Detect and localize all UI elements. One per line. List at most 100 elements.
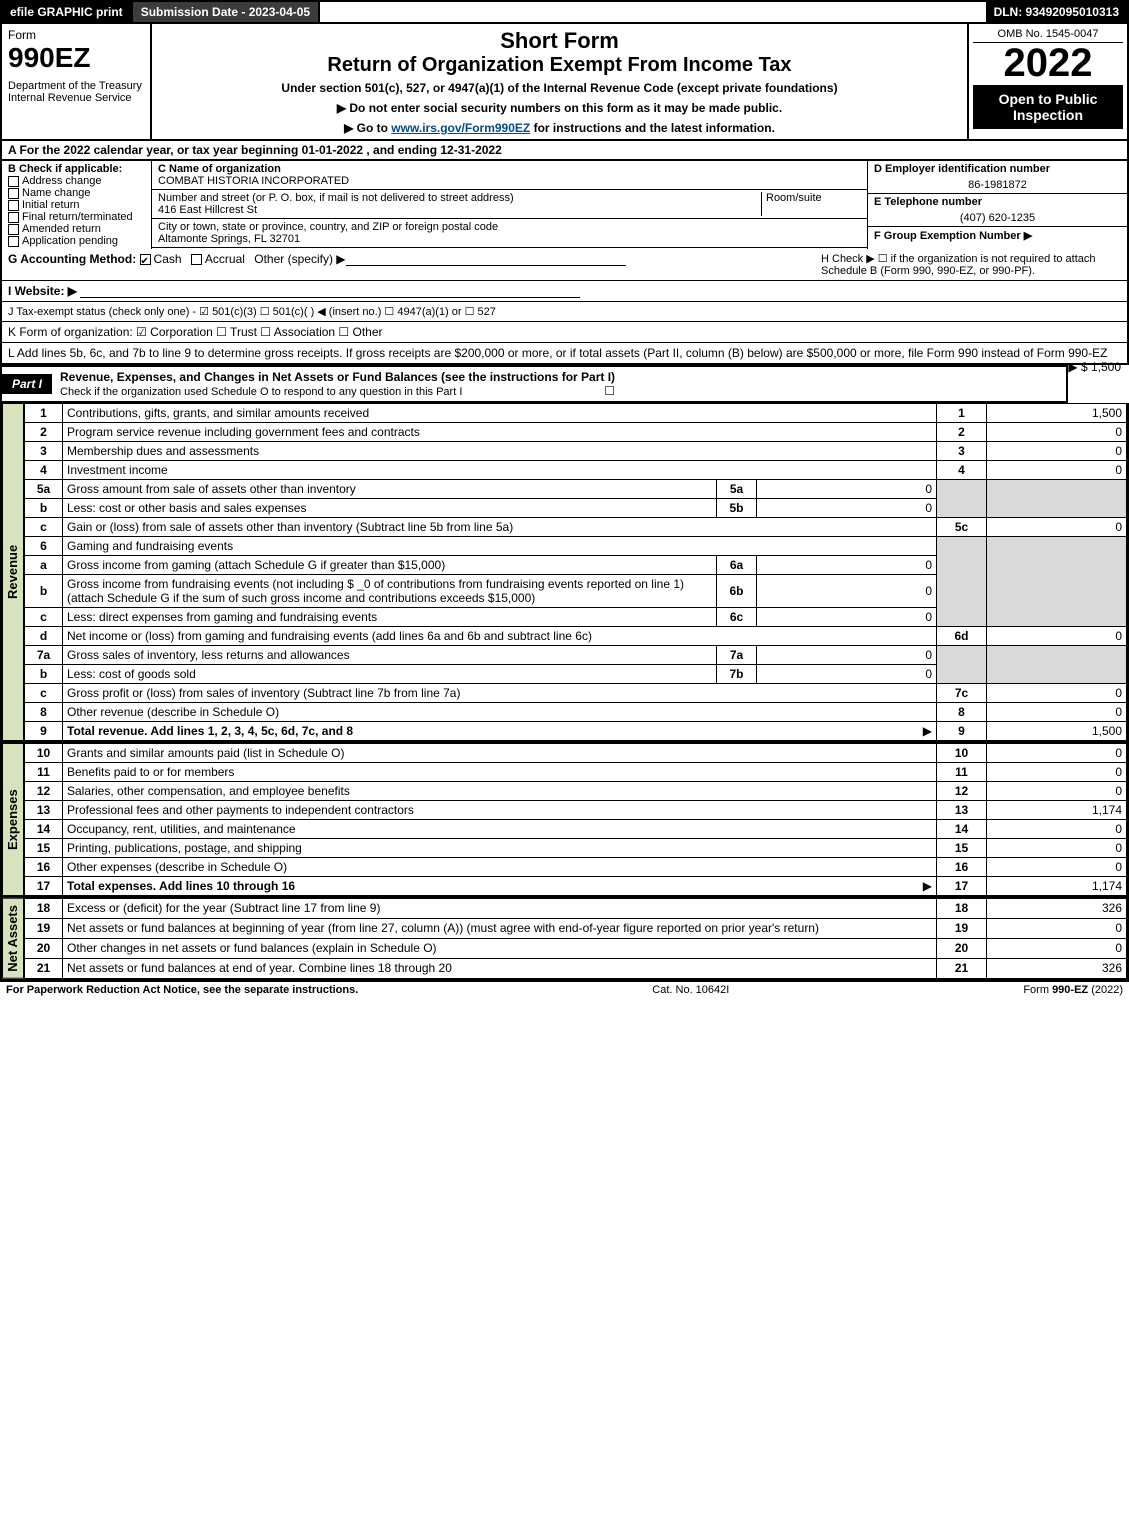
f-group-exemption: F Group Exemption Number ▶ <box>868 227 1127 244</box>
section-i-website: I Website: ▶ <box>0 281 1129 302</box>
line-9-total-revenue: 1,500 <box>987 722 1127 741</box>
open-to-public: Open to Public Inspection <box>973 85 1123 129</box>
main-title: Return of Organization Exempt From Incom… <box>160 54 959 77</box>
top-bar: efile GRAPHIC print Submission Date - 20… <box>0 0 1129 24</box>
part-1-header: Part I Revenue, Expenses, and Changes in… <box>0 365 1068 403</box>
line-7b-value: 0 <box>757 665 937 684</box>
expenses-tab: Expenses <box>2 743 24 896</box>
line-14-value: 0 <box>987 820 1127 839</box>
section-l-gross-receipts: L Add lines 5b, 6c, and 7b to line 9 to … <box>0 343 1129 365</box>
revenue-tab: Revenue <box>2 403 24 741</box>
line-6c-value: 0 <box>757 608 937 627</box>
line-10-value: 0 <box>987 744 1127 763</box>
line-1-value: 1,500 <box>987 404 1127 423</box>
footer-right: Form 990-EZ (2022) <box>1023 984 1123 996</box>
line-16-value: 0 <box>987 858 1127 877</box>
submission-date: Submission Date - 2023-04-05 <box>133 2 320 22</box>
header-right: OMB No. 1545-0047 2022 Open to Public In… <box>967 24 1127 139</box>
dln-number: DLN: 93492095010313 <box>986 2 1127 22</box>
l-text: L Add lines 5b, 6c, and 7b to line 9 to … <box>8 346 1107 360</box>
ssn-warning: ▶ Do not enter social security numbers o… <box>160 101 959 115</box>
room-suite-label: Room/suite <box>766 192 822 204</box>
line-18-value: 326 <box>987 899 1127 919</box>
line-4-value: 0 <box>987 461 1127 480</box>
chk-final-return[interactable]: Final return/terminated <box>8 211 145 223</box>
line-6d-value: 0 <box>987 627 1127 646</box>
e-phone-label: E Telephone number <box>868 194 1127 210</box>
note2-suffix: for instructions and the latest informat… <box>530 121 775 135</box>
line-17-total-expenses: 1,174 <box>987 877 1127 896</box>
chk-application-pending[interactable]: Application pending <box>8 235 145 247</box>
instructions-link-line: ▶ Go to www.irs.gov/Form990EZ for instru… <box>160 121 959 135</box>
part-1-label: Part I <box>2 374 52 394</box>
line-7a-value: 0 <box>757 646 937 665</box>
net-assets-tab: Net Assets <box>2 898 24 979</box>
g-label: G Accounting Method: <box>8 252 136 266</box>
line-12-value: 0 <box>987 782 1127 801</box>
section-a-tax-year: A For the 2022 calendar year, or tax yea… <box>0 141 1129 161</box>
chk-amended-return[interactable]: Amended return <box>8 223 145 235</box>
d-ein-label: D Employer identification number <box>868 161 1127 177</box>
line-3-value: 0 <box>987 442 1127 461</box>
b-label: B Check if applicable: <box>8 163 145 175</box>
org-city: Altamonte Springs, FL 32701 <box>158 233 300 245</box>
instructions-link[interactable]: www.irs.gov/Form990EZ <box>391 121 530 135</box>
section-b: B Check if applicable: Address change Na… <box>2 161 152 249</box>
chk-accrual[interactable] <box>191 254 202 265</box>
part-1-title: Revenue, Expenses, and Changes in Net As… <box>60 370 615 384</box>
chk-name-change[interactable]: Name change <box>8 187 145 199</box>
section-c: C Name of organization COMBAT HISTORIA I… <box>152 161 867 249</box>
line-5a-value: 0 <box>757 480 937 499</box>
section-j-tax-status: J Tax-exempt status (check only one) - ☑… <box>0 302 1129 322</box>
i-label: I Website: ▶ <box>8 284 77 298</box>
line-6a-value: 0 <box>757 556 937 575</box>
c-street-label: Number and street (or P. O. box, if mail… <box>158 192 514 204</box>
line-13-value: 1,174 <box>987 801 1127 820</box>
section-k-org-form: K Form of organization: ☑ Corporation ☐ … <box>0 322 1129 343</box>
line-21-value: 326 <box>987 958 1127 978</box>
footer-left: For Paperwork Reduction Act Notice, see … <box>6 984 358 996</box>
header-left: Form 990EZ Department of the Treasury In… <box>2 24 152 139</box>
line-15-value: 0 <box>987 839 1127 858</box>
part-1-checkbox[interactable]: ☐ <box>604 384 615 398</box>
form-number: 990EZ <box>8 42 144 74</box>
footer-center: Cat. No. 10642I <box>358 984 1023 996</box>
section-d-e-f: D Employer identification number 86-1981… <box>867 161 1127 249</box>
line-2-value: 0 <box>987 423 1127 442</box>
line-5c-value: 0 <box>987 518 1127 537</box>
expenses-section: Expenses 10Grants and similar amounts pa… <box>0 743 1129 898</box>
efile-print-label[interactable]: efile GRAPHIC print <box>2 2 133 22</box>
ein-value: 86-1981872 <box>868 177 1127 194</box>
subtitle: Under section 501(c), 527, or 4947(a)(1)… <box>160 81 959 95</box>
chk-address-change[interactable]: Address change <box>8 175 145 187</box>
section-g-h: G Accounting Method: Cash Accrual Other … <box>0 249 1129 281</box>
revenue-section: Revenue 1Contributions, gifts, grants, a… <box>0 403 1129 743</box>
net-assets-section: Net Assets 18Excess or (deficit) for the… <box>0 898 1129 981</box>
dept-label: Department of the Treasury <box>8 80 144 92</box>
chk-cash[interactable] <box>140 254 151 265</box>
form-header: Form 990EZ Department of the Treasury In… <box>0 24 1129 141</box>
l-value: ▶ $ 1,500 <box>1068 360 1121 374</box>
g-other: Other (specify) ▶ <box>254 252 345 266</box>
line-11-value: 0 <box>987 763 1127 782</box>
revenue-table: 1Contributions, gifts, grants, and simil… <box>24 403 1127 741</box>
line-6b-value: 0 <box>757 575 937 608</box>
chk-initial-return[interactable]: Initial return <box>8 199 145 211</box>
header-center: Short Form Return of Organization Exempt… <box>152 24 967 139</box>
irs-label: Internal Revenue Service <box>8 92 144 104</box>
short-form-title: Short Form <box>160 28 959 54</box>
line-5b-value: 0 <box>757 499 937 518</box>
tax-year: 2022 <box>973 43 1123 83</box>
line-8-value: 0 <box>987 703 1127 722</box>
expenses-table: 10Grants and similar amounts paid (list … <box>24 743 1127 896</box>
net-assets-table: 18Excess or (deficit) for the year (Subt… <box>24 898 1127 979</box>
line-7c-value: 0 <box>987 684 1127 703</box>
form-label: Form <box>8 28 144 42</box>
section-h: H Check ▶ ☐ if the organization is not r… <box>821 252 1121 277</box>
phone-value: (407) 620-1235 <box>868 210 1127 227</box>
line-20-value: 0 <box>987 938 1127 958</box>
page-footer: For Paperwork Reduction Act Notice, see … <box>0 981 1129 998</box>
line-19-value: 0 <box>987 918 1127 938</box>
section-b-c-d: B Check if applicable: Address change Na… <box>0 161 1129 249</box>
c-city-label: City or town, state or province, country… <box>158 221 498 233</box>
